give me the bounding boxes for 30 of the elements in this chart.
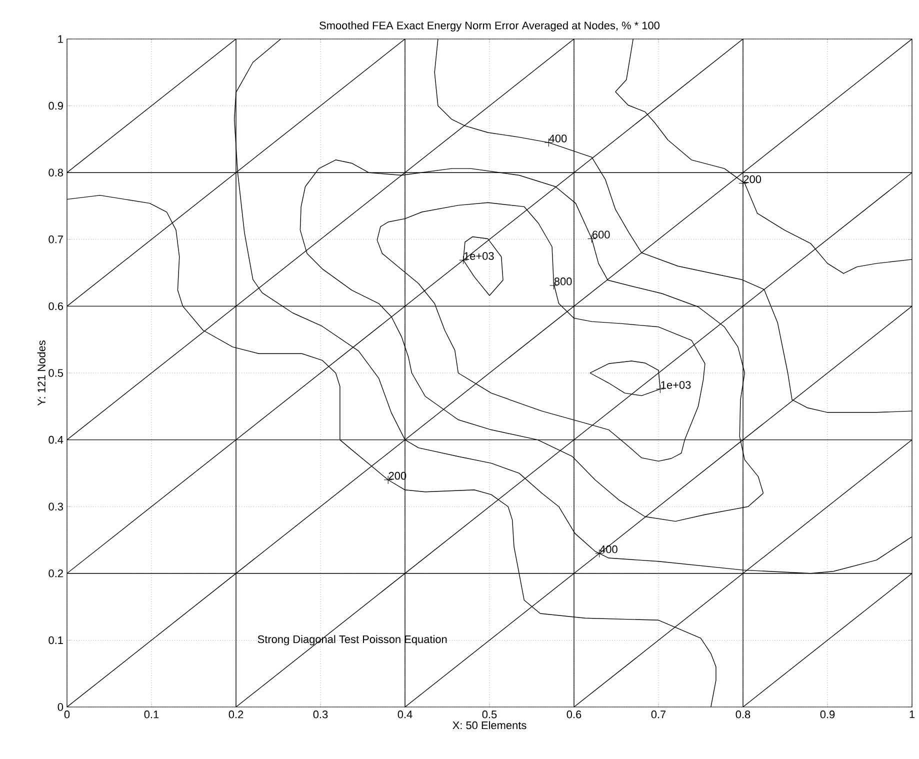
x-axis-title: X: 50 Elements [452,721,526,730]
y-tick-label: 0.7 [48,236,63,244]
x-tick-label: 0 [64,710,70,718]
y-tick-label: 0.8 [48,168,63,176]
x-tick-label: 0.3 [313,710,328,718]
x-tick-label: 0.2 [228,710,244,718]
y-tick-label: 0.9 [48,102,63,110]
x-tick-label: 0.4 [398,710,412,718]
y-tick-label: 0.6 [48,302,63,310]
y-tick-label: 0.3 [48,502,63,510]
y-tick-label: 0.5 [48,369,64,377]
annotation: 600 [592,230,610,239]
annotation: 400 [549,134,567,142]
chart-title: Smoothed FEA Exact Energy Norm Error Averaged at Nodes, % * 100 [320,21,660,32]
y-tick-label: 0.4 [48,436,64,444]
y-tick-label: 0 [58,703,64,711]
y-tick-label: 1 [58,35,63,43]
x-tick-label: 0.6 [566,710,582,718]
x-tick-label: 0.5 [482,710,497,718]
x-tick-label: 1 [910,710,915,718]
annotation: 800 [554,278,572,286]
x-tick-label: 0.1 [144,710,159,718]
x-tick-label: 0.8 [736,710,750,718]
y-axis-title: Y: 121 Nodes [37,340,46,406]
x-tick-label: 0.7 [651,710,666,718]
annotation: 200 [744,175,762,184]
annotation: 1e+03 [661,381,691,389]
y-tick-label: 0.2 [48,570,63,578]
y-tick-label: 0.1 [48,636,63,644]
x-tick-label: 0.9 [820,710,835,718]
